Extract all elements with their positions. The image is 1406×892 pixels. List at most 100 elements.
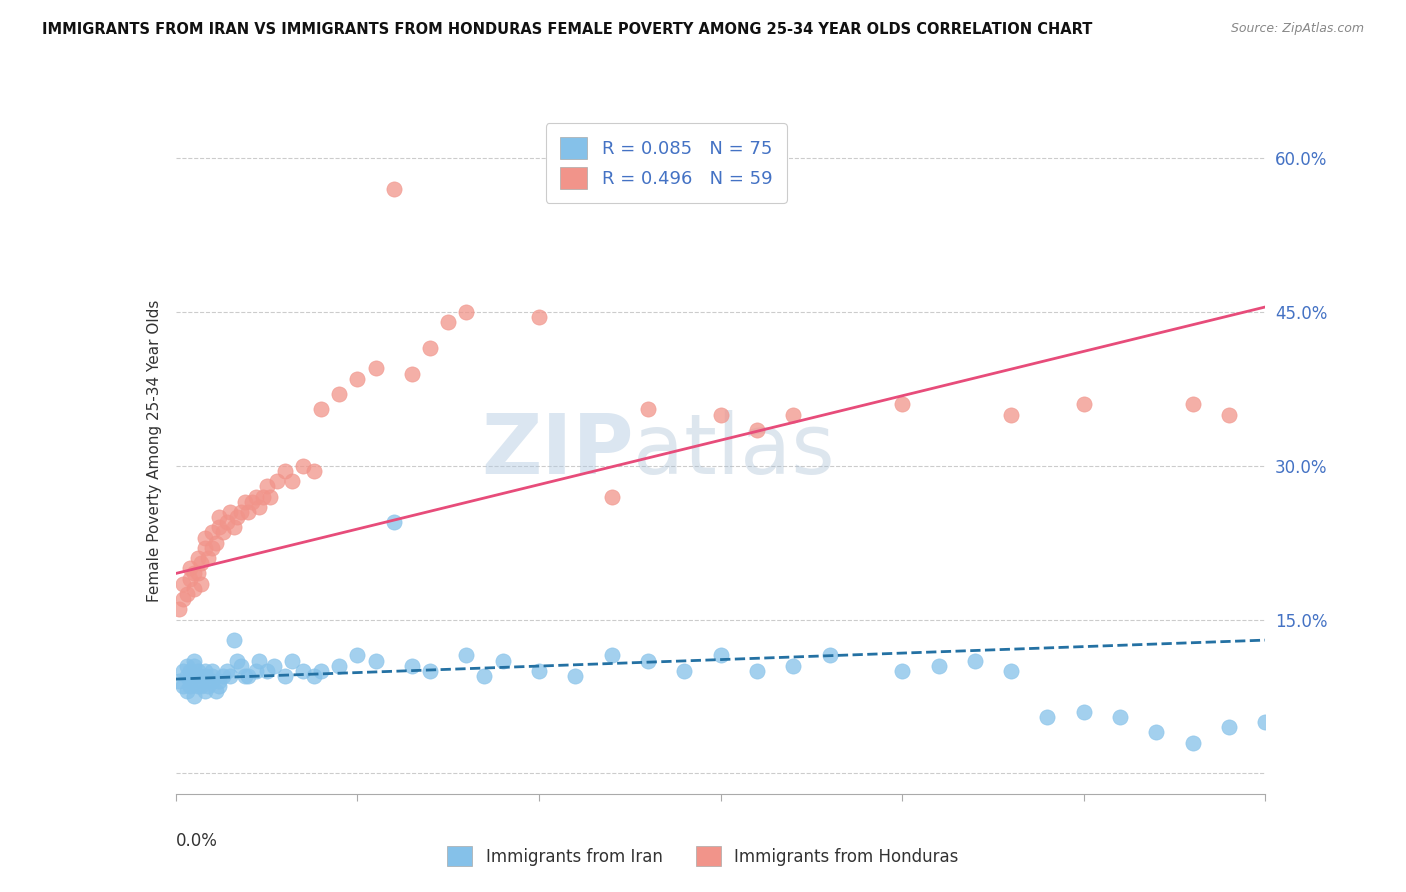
Point <box>259 490 281 504</box>
Point <box>197 679 219 693</box>
Point <box>183 658 205 673</box>
Point <box>172 592 194 607</box>
Text: 0.0%: 0.0% <box>176 831 218 850</box>
Point <box>364 654 387 668</box>
Point <box>197 551 219 566</box>
Point <box>346 372 368 386</box>
Point <box>600 648 623 663</box>
Point <box>186 669 209 683</box>
Point <box>328 387 350 401</box>
Y-axis label: Female Poverty Among 25-34 Year Olds: Female Poverty Among 25-34 Year Olds <box>146 300 162 601</box>
Point <box>637 654 659 668</box>
Point <box>186 566 209 581</box>
Point <box>169 602 191 616</box>
Point <box>456 305 478 319</box>
Point <box>179 664 201 678</box>
Point <box>226 654 249 668</box>
Point <box>818 648 841 663</box>
Point <box>233 669 256 683</box>
Point <box>194 669 217 683</box>
Point <box>1181 736 1204 750</box>
Point <box>401 658 423 673</box>
Point <box>208 510 231 524</box>
Point <box>328 658 350 673</box>
Legend: R = 0.085   N = 75, R = 0.496   N = 59: R = 0.085 N = 75, R = 0.496 N = 59 <box>546 123 786 203</box>
Point <box>1218 408 1240 422</box>
Point <box>215 664 238 678</box>
Point <box>419 664 441 678</box>
Point <box>190 674 212 689</box>
Point <box>256 479 278 493</box>
Point <box>183 654 205 668</box>
Point <box>204 684 226 698</box>
Point <box>382 182 405 196</box>
Point <box>401 367 423 381</box>
Point <box>710 648 733 663</box>
Point <box>456 648 478 663</box>
Point <box>172 576 194 591</box>
Point <box>169 674 191 689</box>
Point <box>212 669 235 683</box>
Point <box>194 541 217 555</box>
Point <box>201 525 224 540</box>
Point <box>247 654 270 668</box>
Point <box>673 664 696 678</box>
Point <box>281 474 304 488</box>
Point <box>637 402 659 417</box>
Point <box>179 572 201 586</box>
Point <box>1181 397 1204 411</box>
Point <box>274 669 297 683</box>
Point <box>201 664 224 678</box>
Point <box>745 664 768 678</box>
Point <box>382 515 405 529</box>
Point <box>1218 720 1240 734</box>
Point <box>437 315 460 329</box>
Point <box>710 408 733 422</box>
Point <box>183 690 205 704</box>
Point <box>291 664 314 678</box>
Point <box>194 684 217 698</box>
Legend: Immigrants from Iran, Immigrants from Honduras: Immigrants from Iran, Immigrants from Ho… <box>439 838 967 875</box>
Point <box>176 684 198 698</box>
Point <box>474 669 496 683</box>
Point <box>179 561 201 575</box>
Point <box>1036 710 1059 724</box>
Point <box>745 423 768 437</box>
Point <box>1146 725 1168 739</box>
Point <box>238 669 260 683</box>
Point <box>219 505 242 519</box>
Point <box>782 658 804 673</box>
Point <box>492 654 515 668</box>
Point <box>176 658 198 673</box>
Point <box>291 458 314 473</box>
Point <box>233 494 256 508</box>
Point <box>226 510 249 524</box>
Point <box>302 464 325 478</box>
Point <box>527 310 550 325</box>
Point <box>364 361 387 376</box>
Point <box>194 664 217 678</box>
Point <box>1109 710 1132 724</box>
Point <box>176 669 198 683</box>
Point <box>201 541 224 555</box>
Point <box>231 658 253 673</box>
Point <box>179 674 201 689</box>
Point <box>208 520 231 534</box>
Point <box>238 505 260 519</box>
Point <box>527 664 550 678</box>
Point <box>266 474 288 488</box>
Point <box>190 556 212 570</box>
Point <box>309 664 332 678</box>
Point <box>600 490 623 504</box>
Point <box>194 531 217 545</box>
Text: IMMIGRANTS FROM IRAN VS IMMIGRANTS FROM HONDURAS FEMALE POVERTY AMONG 25-34 YEAR: IMMIGRANTS FROM IRAN VS IMMIGRANTS FROM … <box>42 22 1092 37</box>
Point <box>231 505 253 519</box>
Point <box>186 664 209 678</box>
Point <box>176 587 198 601</box>
Point <box>782 408 804 422</box>
Point <box>891 397 914 411</box>
Point <box>190 576 212 591</box>
Point <box>172 664 194 678</box>
Point <box>183 669 205 683</box>
Point <box>201 674 224 689</box>
